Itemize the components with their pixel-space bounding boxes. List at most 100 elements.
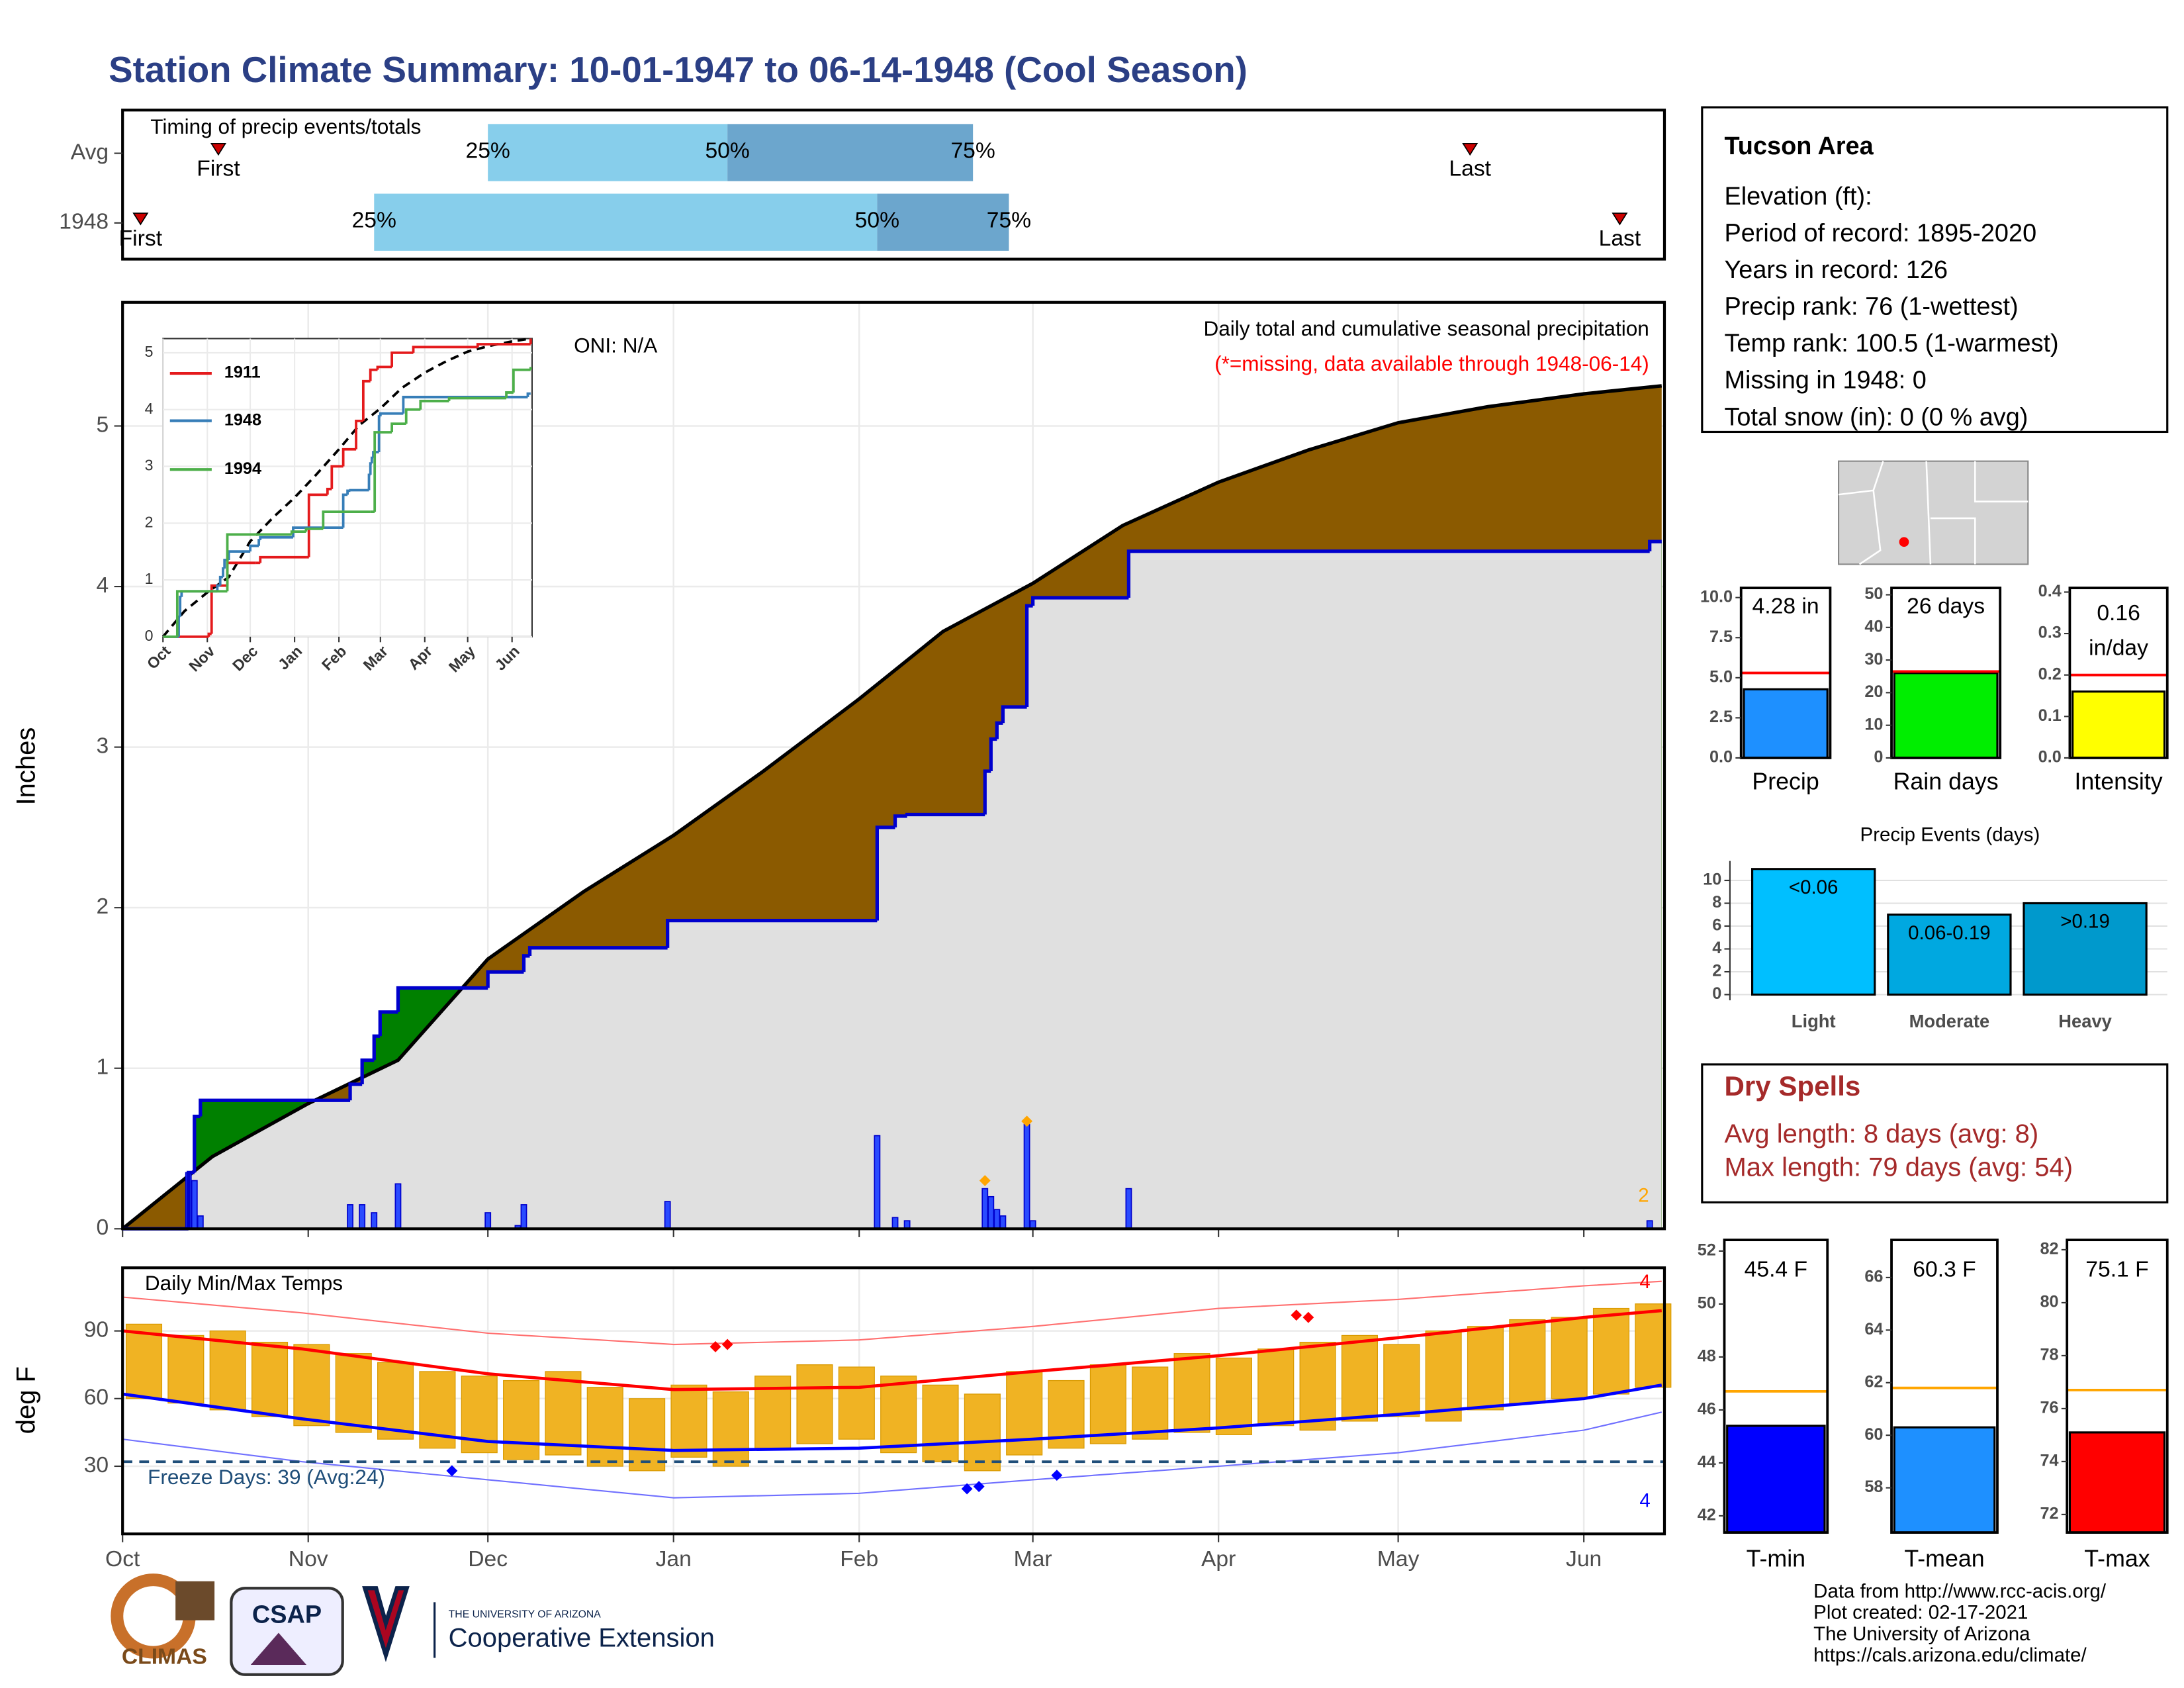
step-line [326,487,332,495]
y-tick-label: 0.4 [2038,582,2062,600]
step-line [476,343,531,348]
step-line [360,1058,375,1084]
record-low-line [122,1411,1662,1499]
y-tick-label: 80 [2040,1293,2058,1311]
temp-range-bar [167,1335,205,1404]
normal-max-line [122,1309,1662,1391]
step-line [361,379,371,421]
temp-range-bar [1257,1348,1295,1427]
step-line [505,391,514,399]
value-label: 60.3 F [1913,1257,1976,1282]
temp-range-bar [964,1393,1001,1472]
record-marker [961,1483,973,1495]
y-tick-label: 4 [96,573,109,598]
chart-title: Daily total and cumulative seasonal prec… [1203,316,1649,340]
y-tick-label: 72 [2040,1505,2058,1523]
step-line [404,408,421,424]
step-line [367,473,371,491]
step-line [372,1034,381,1060]
temp-range-bar [125,1323,163,1399]
logo-text: THE UNIVERSITY OF ARIZONA [449,1609,602,1620]
category-label: Light [1792,1011,1836,1031]
daily-bar [1125,1188,1132,1230]
step-line [259,555,306,563]
y-axis-title: Inches [12,727,41,806]
temp-range-bar [1132,1366,1169,1440]
y-tick-label: 42 [1698,1506,1716,1524]
event-marker [1462,142,1479,156]
info-line: Precip rank: 76 (1-wettest) [1724,293,2018,321]
logo-text: CSAP [252,1601,322,1628]
y-tick-label: 0.2 [2038,665,2062,683]
step-line [355,419,363,449]
box-frame [2066,1239,2169,1534]
step-line [330,465,342,489]
record-marker [1051,1470,1063,1481]
daily-bar [999,1215,1007,1230]
step-line [348,1082,363,1101]
y-tick-label: 1 [145,570,154,587]
bar [2023,902,2148,996]
dry-spells-line: Avg length: 8 days (avg: 8) [1724,1119,2038,1149]
x-tick-label: Nov [289,1547,328,1571]
daily-bar [520,1204,527,1230]
temp-range-bar [1341,1335,1378,1422]
bar [2071,690,2166,759]
step-line [419,399,449,410]
y-tick-label: 76 [2040,1399,2058,1417]
flag-marker [979,1175,991,1186]
y-tick-label: 2 [145,513,154,530]
category-label: T-max [2084,1546,2150,1572]
bar [1743,688,1829,759]
marker-label: Last [1449,157,1491,181]
legend-label: 1911 [224,363,261,382]
y-tick-label: 82 [2040,1240,2058,1258]
step-line [187,1170,195,1229]
daily-bar [359,1204,366,1230]
record-marker [709,1341,721,1352]
step-line [1126,549,1650,598]
temp-range-bar [838,1366,875,1440]
y-tick-label: 40 [1864,617,1883,635]
step-line [227,550,251,561]
value-label: 45.4 F [1745,1257,1807,1282]
step-line [346,489,351,495]
record-marker [1302,1311,1314,1323]
step-line [378,1010,398,1037]
record-marker [1291,1309,1302,1321]
temp-range-bar [1425,1330,1462,1422]
bar [1751,868,1876,996]
step-line [1648,539,1662,551]
y-tick-label: 20 [1864,682,1883,701]
daily-bar [197,1215,204,1230]
common-area [122,541,1662,1229]
temp-range-bar [503,1380,540,1460]
step-line [390,422,406,433]
temp-range-bar [796,1364,833,1444]
bar [2068,1431,2166,1534]
y-tick-label: 30 [1864,650,1883,669]
y-tick-label: 0.3 [2038,624,2062,642]
bar [1726,1425,1826,1534]
temp-range-bar [629,1398,666,1472]
step-line [396,986,488,1012]
footer-line: Plot created: 02-17-2021 [1813,1602,2028,1624]
legend-label: 1994 [224,459,261,478]
y-tick-label: 50 [1698,1294,1716,1313]
normal-min-line [122,1383,1662,1452]
record-high-line [122,1280,1662,1346]
plot-frame [121,1266,1666,1536]
temp-range-bar [586,1387,623,1467]
logo-text: Cooperative Extension [449,1624,715,1653]
daily-bar [981,1188,989,1230]
daily-bar [484,1212,492,1230]
y-tick-label: 58 [1864,1477,1883,1496]
info-line: Total snow (in): 0 (0 % avg) [1724,403,2028,431]
step-line [512,368,531,393]
y-tick-label: 46 [1698,1400,1716,1419]
info-line: Missing in 1948: 0 [1724,367,1926,395]
step-line [1001,705,1027,724]
record-marker [721,1338,733,1350]
step-line [527,946,668,956]
logo-text: CLIMAS [122,1644,207,1669]
